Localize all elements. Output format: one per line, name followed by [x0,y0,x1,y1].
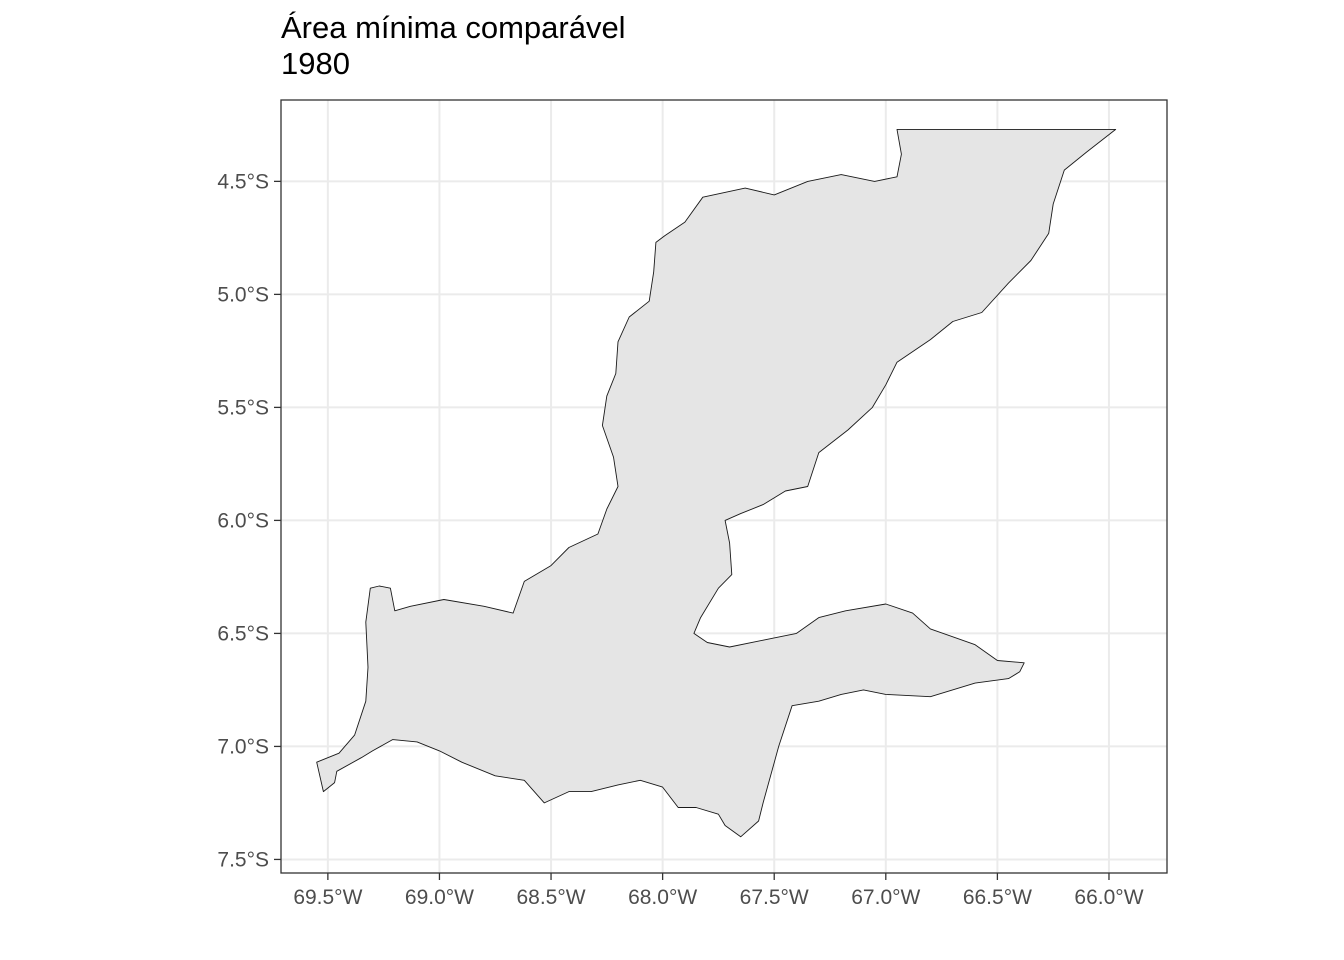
x-tick-label: 67.5°W [740,886,809,909]
x-tick-label: 66.5°W [963,886,1032,909]
x-tick-label: 67.0°W [851,886,920,909]
y-tick-label: 6.0°S [217,509,269,532]
y-tick-label: 7.0°S [217,735,269,758]
plot-title: Área mínima comparável [281,10,626,45]
plot-subtitle: 1980 [281,46,350,81]
x-tick-label: 66.0°W [1074,886,1143,909]
y-tick-label: 7.5°S [217,848,269,871]
y-tick-label: 5.0°S [217,283,269,306]
panel-border [280,99,1168,874]
x-axis: 69.5°W 69.0°W 68.5°W 68.0°W 67.5°W 67.0°W 66.5… [293,873,1144,909]
y-tick-label: 6.5°S [217,622,269,645]
plot-title-block: Área mínima comparável 1980 [281,10,626,82]
municipality-region [316,128,1117,838]
x-tick-label: 68.0°W [628,886,697,909]
y-tick-label: 4.5°S [217,170,269,193]
x-tick-label: 68.5°W [516,886,585,909]
y-tick-label: 5.5°S [217,396,269,419]
x-tick-label: 69.5°W [293,886,362,909]
x-tick-label: 69.0°W [405,886,474,909]
y-axis: 4.5°S 5.0°S 5.5°S 6.0°S 6.5°S 7.0°S 7.5°S [217,170,281,871]
